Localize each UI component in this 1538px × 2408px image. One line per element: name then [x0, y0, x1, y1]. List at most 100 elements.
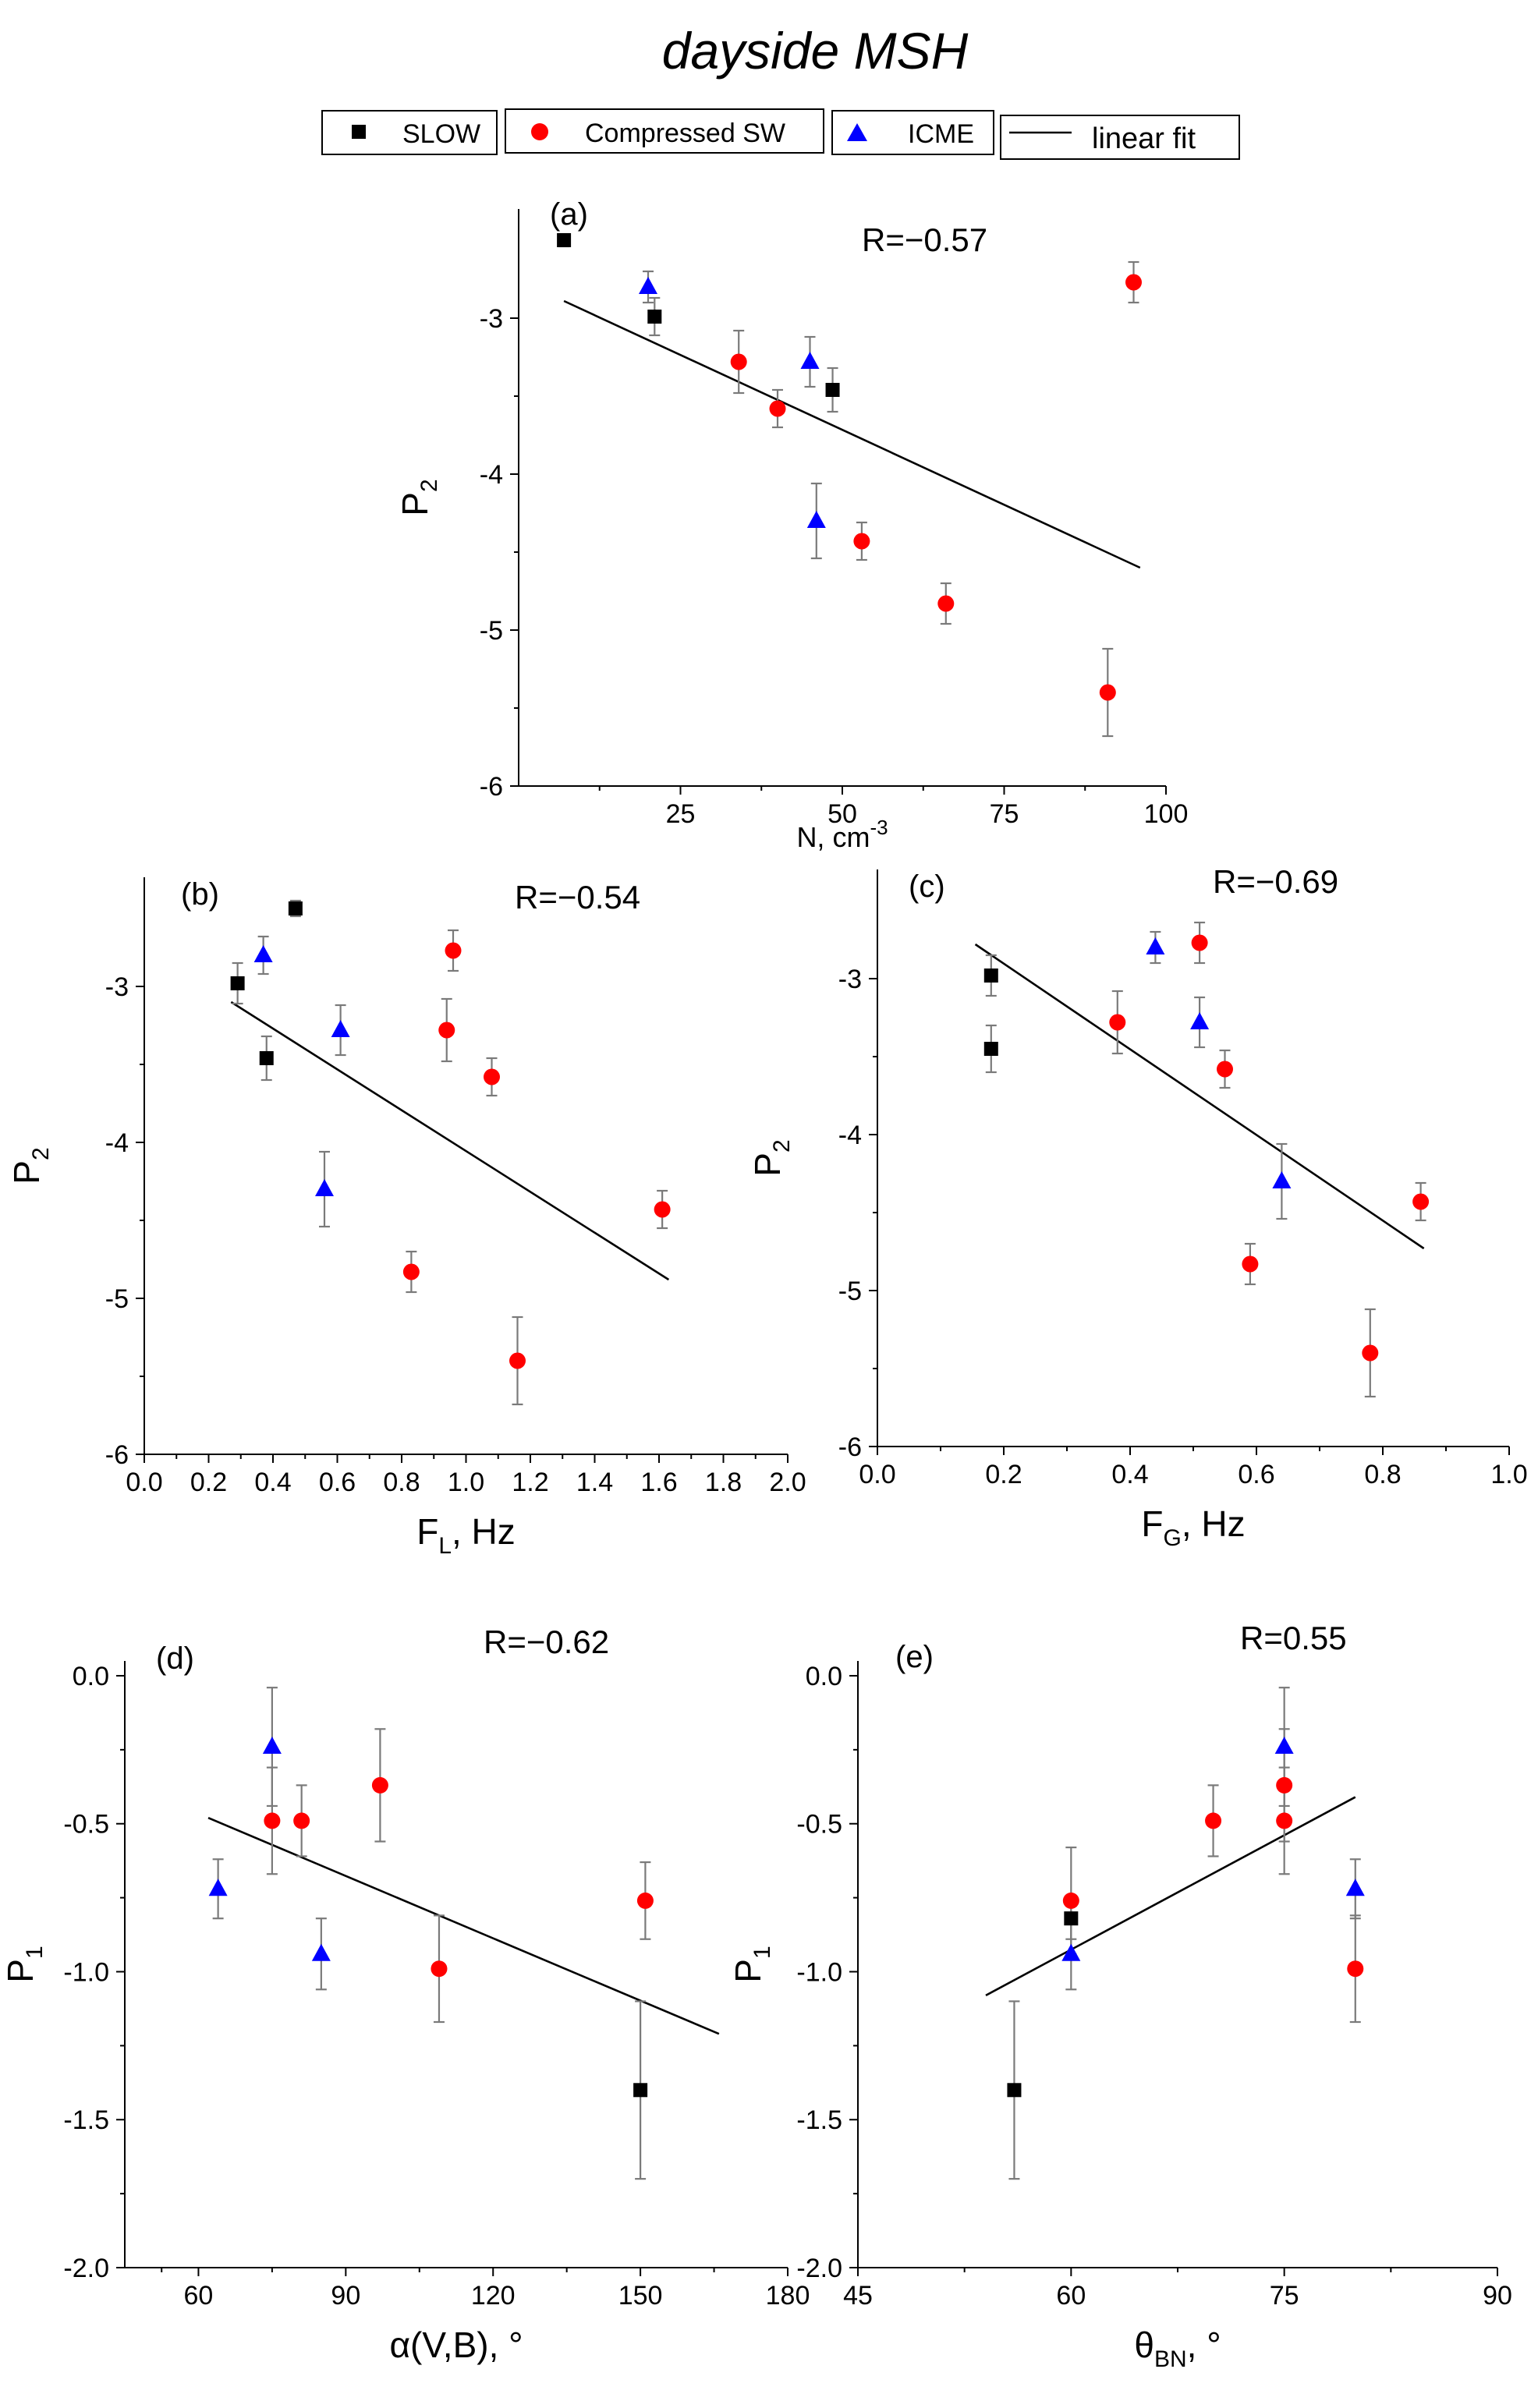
- x-tick-label: 120: [471, 2281, 516, 2311]
- data-point-icme: [1190, 1012, 1210, 1029]
- data-point-compressed-sw: [1099, 684, 1116, 701]
- data-point-compressed-sw: [293, 1812, 310, 1829]
- panel-label: (d): [156, 1641, 194, 1676]
- x-tick-label: 25: [666, 799, 696, 829]
- panel-e: 45 60 75 90 -2.0 -1.5 -1.0 -0.5 0.0 (e) R=0.55 θBN,…: [728, 1620, 1512, 2372]
- y-tick-label: -3: [105, 972, 129, 1002]
- data-point-compressed-sw: [730, 353, 747, 370]
- x-tick-label: 0.0: [859, 1460, 895, 1489]
- y-tick-label: -1.5: [63, 2105, 109, 2135]
- data-point-slow: [259, 1051, 274, 1065]
- data-point-compressed-sw: [1217, 1061, 1233, 1078]
- data-point-slow: [983, 969, 998, 983]
- data-point-slow: [983, 1042, 998, 1056]
- data-point-slow: [633, 2083, 648, 2098]
- panel-label: (c): [909, 869, 945, 904]
- data-point-icme: [331, 1020, 350, 1037]
- data-point-icme: [208, 1879, 228, 1896]
- x-tick-label: 0.8: [1364, 1460, 1401, 1489]
- x-tick-label: 90: [331, 2281, 360, 2311]
- y-tick-label: -4: [480, 460, 503, 490]
- y-tick-label: -3: [838, 965, 862, 994]
- data-point-compressed-sw: [1347, 1960, 1364, 1978]
- data-point-compressed-sw: [654, 1201, 671, 1218]
- data-point-compressed-sw: [1276, 1812, 1293, 1829]
- data-point-icme: [262, 1737, 282, 1755]
- data-point-compressed-sw: [402, 1263, 420, 1280]
- x-tick-label: 90: [1483, 2281, 1512, 2311]
- x-tick-label: 180: [766, 2281, 810, 2311]
- x-tick-label: 0.8: [383, 1468, 420, 1497]
- correlation-label: R=−0.69: [1213, 863, 1338, 900]
- x-tick-label: 75: [990, 799, 1019, 829]
- correlation-label: R=−0.57: [862, 221, 987, 258]
- legend-label-linear-fit: linear fit: [1092, 122, 1196, 155]
- data-point-compressed-sw: [509, 1352, 526, 1369]
- x-tick-label: 60: [184, 2281, 214, 2311]
- x-tick-label: 0.4: [1111, 1460, 1148, 1489]
- axes: [136, 877, 788, 1463]
- data-point-icme: [1061, 1943, 1081, 1961]
- y-tick-label: -4: [105, 1128, 129, 1158]
- data-point-icme: [253, 945, 273, 962]
- panel-d: 60 90 120 150 180 -2.0 -1.5 -1.0 -0.5 0.0 (d) R=−0.…: [0, 1624, 810, 2365]
- correlation-label: R=−0.54: [515, 879, 640, 915]
- data-point-slow: [1064, 1911, 1079, 1926]
- data-point-icme: [639, 277, 657, 294]
- data-point-compressed-sw: [1062, 1892, 1079, 1909]
- legend-label-compressed-sw: Compressed SW: [585, 119, 785, 148]
- linear-fit-line: [985, 1796, 1356, 1996]
- data-point-icme: [315, 1179, 334, 1196]
- panel-b: 0.0 0.2 0.4 0.6 0.8 1.0 1.2 1.4 1.6 1.8 2.0 -6 -5 -4 -…: [6, 877, 806, 1559]
- x-tick-label: 1.6: [640, 1468, 677, 1497]
- x-tick-label: 1.4: [576, 1468, 613, 1497]
- x-tick-label: 0.0: [126, 1468, 162, 1497]
- x-tick-label: 2.0: [769, 1468, 806, 1497]
- y-tick-label: -6: [838, 1432, 862, 1462]
- y-tick-label: -4: [838, 1121, 862, 1150]
- x-axis-label: N, cm-3: [796, 816, 888, 853]
- data-point-compressed-sw: [1125, 274, 1142, 291]
- data-point-slow: [288, 901, 303, 915]
- x-tick-label: 150: [618, 2281, 663, 2311]
- data-point-compressed-sw: [264, 1812, 281, 1829]
- data-point-icme: [806, 511, 826, 528]
- y-axis-label: P2: [395, 479, 442, 515]
- x-tick-label: 0.6: [1238, 1460, 1274, 1489]
- data-point-icme: [800, 352, 820, 369]
- data-point-icme: [1345, 1879, 1365, 1896]
- y-tick-label: 0.0: [806, 1662, 842, 1691]
- data-point-compressed-sw: [1362, 1344, 1379, 1362]
- y-axis-label: P1: [728, 1946, 775, 1982]
- legend-item-icme: ICME: [831, 110, 994, 155]
- x-axis-label: FL, Hz: [416, 1511, 516, 1559]
- panel-label: (b): [181, 877, 219, 912]
- data-point-compressed-sw: [769, 400, 786, 417]
- legend-item-slow: SLOW: [321, 110, 498, 155]
- y-tick-label: -6: [105, 1440, 129, 1470]
- x-tick-label: 0.6: [319, 1468, 356, 1497]
- x-tick-label: 60: [1056, 2281, 1086, 2311]
- x-tick-label: 100: [1144, 799, 1189, 829]
- data-point-compressed-sw: [484, 1068, 500, 1085]
- y-tick-label: -0.5: [63, 1810, 109, 1840]
- correlation-label: R=0.55: [1240, 1620, 1347, 1656]
- legend-item-compressed-sw: Compressed SW: [505, 108, 824, 154]
- y-tick-label: -1.0: [796, 1957, 842, 1987]
- x-axis-label: FG, Hz: [1141, 1503, 1245, 1551]
- data-point-compressed-sw: [431, 1960, 448, 1978]
- panel-label: (a): [550, 197, 588, 232]
- y-tick-label: -5: [480, 616, 503, 646]
- legend-item-linear-fit: linear fit: [1000, 115, 1240, 160]
- linear-fit-line: [230, 1000, 670, 1281]
- axes: [869, 869, 1510, 1455]
- data-point-compressed-sw: [1191, 934, 1208, 951]
- legend-marker-icme: [847, 123, 867, 141]
- data-point-compressed-sw: [1205, 1812, 1222, 1829]
- data-point-compressed-sw: [438, 1022, 455, 1039]
- legend-marker-slow: [352, 125, 366, 139]
- y-axis-label: P2: [747, 1139, 795, 1176]
- y-tick-label: -0.5: [796, 1810, 842, 1840]
- y-tick-label: -5: [105, 1284, 129, 1314]
